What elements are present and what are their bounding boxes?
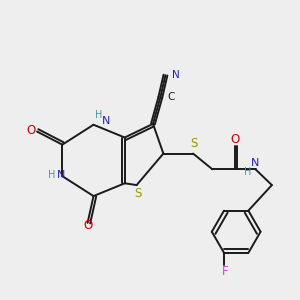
Text: N: N — [172, 70, 180, 80]
Text: C: C — [167, 92, 174, 102]
Text: S: S — [134, 187, 142, 200]
Text: N: N — [57, 170, 65, 180]
Text: H: H — [244, 167, 252, 177]
Text: H: H — [48, 170, 56, 180]
Text: H: H — [95, 110, 103, 120]
Text: S: S — [190, 137, 197, 150]
Text: N: N — [102, 116, 110, 126]
Text: O: O — [26, 124, 35, 137]
Text: O: O — [83, 219, 92, 232]
Text: F: F — [222, 266, 229, 278]
Text: O: O — [230, 133, 239, 146]
Text: N: N — [251, 158, 260, 168]
